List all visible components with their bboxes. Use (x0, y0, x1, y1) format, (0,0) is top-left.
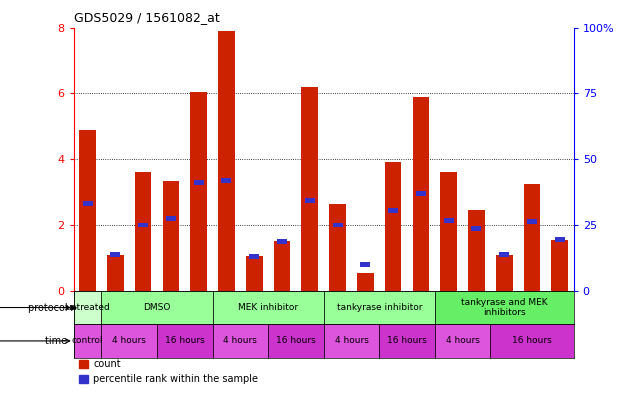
Bar (555, 237, 565, 242)
Text: 4 hours: 4 hours (445, 336, 479, 345)
Bar (268, 324, 324, 358)
Text: 4 hours: 4 hours (224, 336, 257, 345)
Bar (413, 97, 429, 291)
Bar (379, 324, 435, 358)
Bar (218, 31, 235, 291)
Text: control: control (72, 336, 103, 345)
Text: 16 hours: 16 hours (512, 336, 552, 345)
Bar (440, 172, 457, 291)
Bar (213, 324, 268, 358)
Bar (274, 241, 290, 291)
Text: tankyrase inhibitor: tankyrase inhibitor (337, 303, 422, 312)
Text: 4 hours: 4 hours (335, 336, 369, 345)
Bar (499, 252, 509, 257)
Bar (163, 180, 179, 291)
Bar (333, 222, 342, 228)
Bar (324, 324, 379, 358)
Text: ▶: ▶ (71, 303, 77, 312)
Bar (101, 291, 213, 324)
Bar (444, 218, 454, 222)
Bar (472, 226, 481, 231)
Text: tankyrase and MEK
inhibitors: tankyrase and MEK inhibitors (461, 298, 547, 317)
Bar (385, 162, 401, 291)
Bar (388, 208, 398, 213)
Bar (138, 222, 148, 228)
Bar (222, 178, 231, 183)
Bar (79, 130, 96, 291)
Bar (246, 256, 263, 291)
Bar (416, 191, 426, 196)
Text: GDS5029 / 1561082_at: GDS5029 / 1561082_at (74, 11, 219, 24)
Text: DMSO: DMSO (144, 303, 171, 312)
Bar (527, 219, 537, 224)
Bar (435, 324, 490, 358)
Bar (324, 291, 435, 324)
Text: time: time (0, 336, 70, 346)
Bar (107, 255, 124, 291)
Bar (190, 92, 207, 291)
Bar (496, 255, 513, 291)
Text: MEK inhibitor: MEK inhibitor (238, 303, 298, 312)
Text: 16 hours: 16 hours (276, 336, 316, 345)
Bar (490, 324, 574, 358)
Text: protocol: protocol (0, 303, 70, 312)
Bar (360, 262, 370, 267)
Bar (74, 291, 101, 324)
Bar (301, 87, 318, 291)
Bar (135, 172, 151, 291)
Bar (468, 210, 485, 291)
Bar (249, 254, 259, 259)
Bar (329, 204, 346, 291)
Bar (524, 184, 540, 291)
Legend: count, percentile rank within the sample: count, percentile rank within the sample (79, 359, 258, 384)
Bar (551, 240, 568, 291)
Bar (166, 216, 176, 221)
Text: 16 hours: 16 hours (387, 336, 427, 345)
Bar (277, 239, 287, 244)
Bar (157, 324, 213, 358)
Bar (194, 180, 204, 185)
Bar (101, 324, 157, 358)
Bar (74, 324, 101, 358)
Text: 4 hours: 4 hours (112, 336, 146, 345)
Bar (305, 198, 315, 203)
Text: protocol: protocol (28, 303, 71, 312)
Bar (435, 291, 574, 324)
Bar (83, 201, 92, 206)
Text: untreated: untreated (65, 303, 110, 312)
Text: 16 hours: 16 hours (165, 336, 204, 345)
Text: time: time (46, 336, 71, 346)
Bar (213, 291, 324, 324)
Bar (357, 273, 374, 291)
Bar (110, 252, 121, 257)
